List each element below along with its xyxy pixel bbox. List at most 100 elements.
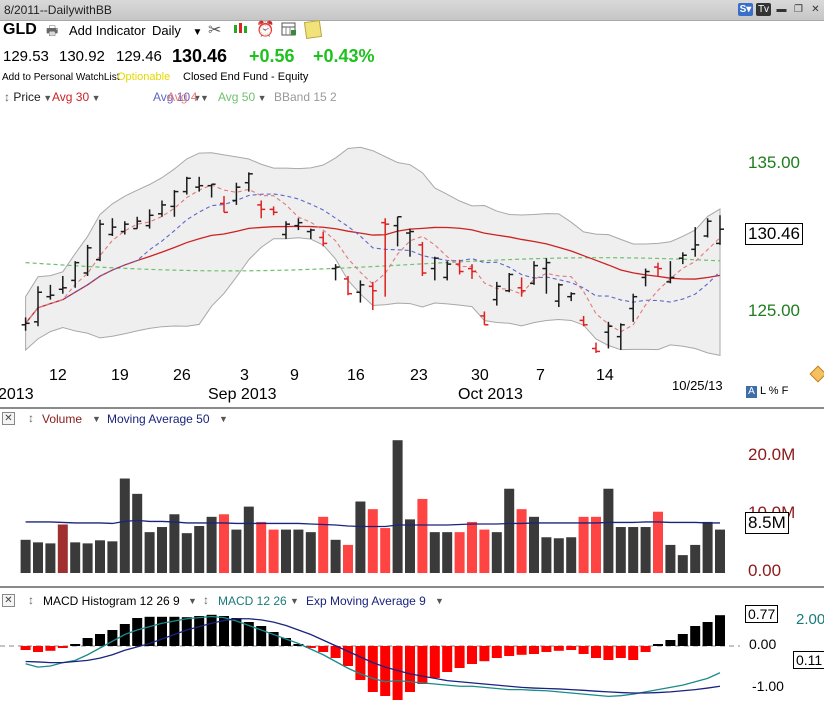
- close-pane-icon[interactable]: ✕: [2, 594, 15, 607]
- macd-chart[interactable]: [0, 608, 740, 707]
- price-bar: [182, 176, 191, 195]
- volume-ma-label[interactable]: Moving Average 50: [107, 412, 210, 426]
- macd-hist-bar: [479, 646, 490, 662]
- legend-item-bband-15-2[interactable]: BBand 15 2: [274, 90, 337, 104]
- volume-bar: [578, 516, 589, 573]
- volume-bar: [467, 521, 477, 573]
- macd-ema-label[interactable]: Exp Moving Average 9: [306, 594, 426, 608]
- chevron-down-icon[interactable]: ▼: [40, 93, 53, 103]
- legend-item-price[interactable]: ↕ Price ▼: [4, 90, 52, 104]
- volume-bar: [442, 532, 453, 573]
- note-icon[interactable]: [303, 19, 323, 40]
- macd-hist-bar: [566, 646, 577, 650]
- last-volume-tag: 8.5M: [745, 512, 789, 534]
- printer-icon[interactable]: 🖶: [46, 23, 59, 38]
- volume-bar: [566, 537, 577, 573]
- drag-handle-icon[interactable]: ↕: [203, 593, 209, 607]
- legend-item-avg-50[interactable]: Avg 50 ▼: [218, 90, 267, 104]
- close-pane-icon[interactable]: ✕: [2, 412, 15, 425]
- legend-label: Avg 4: [167, 90, 198, 104]
- chevron-down-icon: ▼: [192, 27, 203, 38]
- macd-hist-bar: [181, 617, 192, 646]
- macd-hist-bar: [690, 626, 701, 646]
- legend-item-avg-4[interactable]: Avg 4 ▼: [167, 90, 209, 104]
- date-tick-label: Oct 2013: [458, 386, 523, 403]
- macd-hist-bar: [231, 618, 242, 646]
- candles-icon[interactable]: [232, 21, 248, 37]
- maximize-icon[interactable]: ❐: [794, 4, 803, 15]
- chevron-down-icon[interactable]: ▼: [255, 93, 267, 103]
- macd-hist-bar: [343, 646, 353, 666]
- quote-line: 129.53 130.92 129.46 130.46 +0.56 +0.43%: [0, 46, 824, 68]
- volume-label[interactable]: Volume: [42, 412, 83, 426]
- chevron-down-icon[interactable]: ▼: [219, 414, 228, 424]
- price-bar: [517, 277, 526, 297]
- macd-hist-bar: [256, 626, 267, 646]
- chevron-down-icon[interactable]: ▼: [197, 93, 209, 103]
- axis-type-box[interactable]: A: [746, 386, 757, 398]
- volume-bar: [157, 527, 167, 573]
- chevron-down-icon[interactable]: ▼: [188, 596, 197, 606]
- minimize-icon[interactable]: ▬: [776, 4, 787, 15]
- tools-icon[interactable]: ✂: [208, 22, 222, 39]
- add-indicator-button[interactable]: Add Indicator: [69, 23, 146, 38]
- volume-bar: [541, 537, 552, 573]
- macd-value-tag: 0.11: [793, 651, 824, 669]
- macd-hist-bar: [454, 646, 465, 668]
- volume-bar: [305, 532, 316, 573]
- volume-bar: [20, 539, 31, 573]
- stockcharts-s-icon[interactable]: S▾: [738, 3, 753, 16]
- chevron-down-icon[interactable]: ▼: [190, 93, 202, 103]
- volume-bar: [504, 488, 515, 573]
- volume-bar: [677, 555, 688, 573]
- alarm-clock-icon[interactable]: ⏰: [256, 21, 275, 38]
- volume-chart[interactable]: [0, 428, 740, 578]
- volume-bar: [491, 532, 502, 573]
- watchlist-link[interactable]: Add to Personal WatchList: [2, 72, 120, 83]
- date-tick-label: 3: [240, 367, 249, 384]
- volume-bar: [628, 527, 639, 573]
- avg-10-line: [25, 193, 721, 324]
- pencil-icon[interactable]: [809, 365, 824, 383]
- close-icon[interactable]: ✕: [811, 4, 820, 15]
- chevron-down-icon[interactable]: ▼: [435, 596, 444, 606]
- price-bar: [418, 241, 427, 276]
- period-select[interactable]: Daily ▼: [152, 23, 202, 38]
- legend-item-avg-30[interactable]: Avg 30 ▼: [52, 90, 101, 104]
- macd-hist-bar: [491, 646, 502, 658]
- volume-bar: [243, 506, 254, 573]
- volume-bar: [219, 514, 229, 573]
- volume-bar: [330, 539, 341, 573]
- chevron-down-icon[interactable]: ▼: [89, 93, 101, 103]
- drag-handle-icon[interactable]: ↕: [4, 90, 14, 104]
- volume-bar: [318, 516, 329, 573]
- volume-bar: [95, 540, 105, 573]
- price-chart[interactable]: [0, 105, 740, 357]
- calendar-icon[interactable]: [281, 21, 297, 37]
- drag-handle-icon[interactable]: ↕: [28, 593, 34, 607]
- macd-hist-bar: [603, 646, 614, 660]
- axis-type-options[interactable]: L % F: [760, 385, 789, 397]
- date-tick-label: 9: [290, 367, 299, 384]
- volume-bar: [132, 493, 143, 573]
- macd-hist-bar: [467, 646, 477, 664]
- macd-ema-line: [25, 618, 721, 694]
- symbol-label[interactable]: GLD: [3, 21, 37, 38]
- drag-handle-icon[interactable]: ↕: [28, 411, 34, 425]
- pane-separator: [0, 586, 824, 588]
- info-line: Add to Personal WatchList Optionable Clo…: [0, 70, 824, 86]
- price-bar: [505, 273, 514, 293]
- chevron-down-icon[interactable]: ▼: [290, 596, 299, 606]
- macd-hist-label[interactable]: MACD Histogram 12 26 9: [43, 594, 180, 608]
- legend-item-avg-10[interactable]: Avg 10 ▼: [153, 90, 202, 104]
- macd-hist-bar: [541, 646, 552, 652]
- macd-hist-bar: [243, 622, 254, 646]
- tv-icon[interactable]: Tv: [756, 3, 771, 16]
- volume-bar: [653, 511, 663, 573]
- chevron-down-icon[interactable]: ▼: [92, 414, 101, 424]
- price-bar: [393, 216, 402, 247]
- macd-line-label[interactable]: MACD 12 26: [218, 594, 287, 608]
- price-bar: [592, 342, 600, 353]
- price-bar: [96, 219, 104, 262]
- volume-bar: [479, 529, 490, 573]
